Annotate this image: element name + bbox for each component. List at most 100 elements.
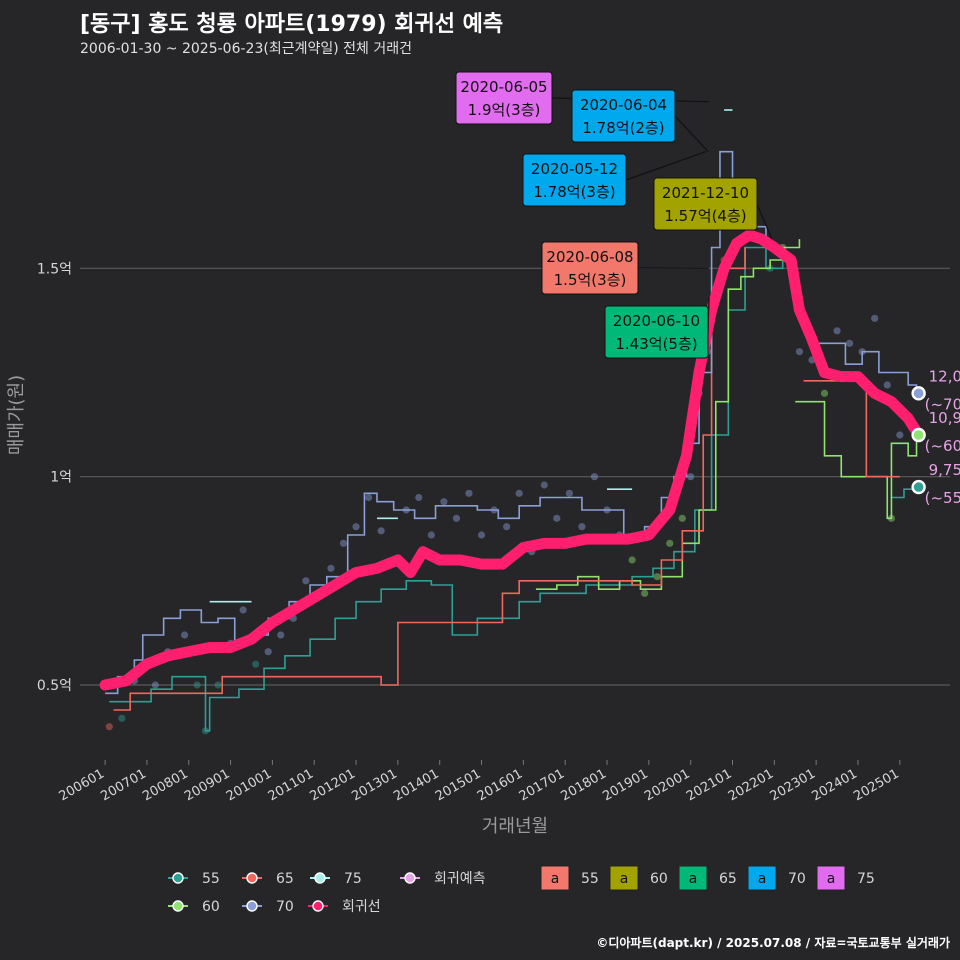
legend: 55 65 75 회귀예측 60 70 회귀선 a 55 a 60 a 65 a 70 a 75 <box>168 865 875 915</box>
legend-label: 65 <box>276 871 294 887</box>
annotation-box <box>455 71 553 125</box>
x-tick-label: 200901 <box>182 766 232 804</box>
end-point-marker <box>911 479 926 495</box>
series-line-60b <box>795 400 918 520</box>
scatter-points <box>105 223 904 735</box>
legend-item-55: 55 <box>168 871 220 887</box>
x-tick-label: 202501 <box>851 766 901 804</box>
scatter-point <box>365 493 373 502</box>
y-tick-label: 0.5억 <box>37 678 72 694</box>
legend-box-70: a 70 <box>747 865 806 891</box>
legend-item-65: 65 <box>242 871 294 887</box>
annotation-price: 1.78억(3층) <box>533 183 615 201</box>
scatter-point <box>503 523 511 531</box>
scatter-point <box>193 681 201 689</box>
y-axis: 0.5억 1억 1.5억 <box>37 261 72 694</box>
scatter-point <box>415 493 423 502</box>
end-area-label: (~60㎡) <box>925 437 960 455</box>
annotation-leader <box>625 151 706 181</box>
x-tick-label: 202401 <box>809 766 859 804</box>
scatter-point <box>440 498 448 506</box>
x-tick-label: 201301 <box>349 766 399 804</box>
scatter-point <box>515 489 523 497</box>
x-tick-label: 202201 <box>726 766 776 804</box>
scatter-point <box>687 473 695 481</box>
end-area-label: (~55㎡) <box>925 489 960 507</box>
annotation-price: 1.5억(3층) <box>554 271 627 289</box>
annotation-date: 2020-06-05 <box>460 78 547 96</box>
annotation-price: 1.9억(3층) <box>468 101 541 119</box>
series-line-65 <box>113 247 746 711</box>
chart-subtitle: 2006-01-30 ~ 2025-06-23(최근계약일) 전체 거래건 <box>80 41 412 57</box>
legend-box-swatch <box>678 865 708 891</box>
legend-box-glyph: a <box>551 871 560 887</box>
scatter-point <box>540 481 548 489</box>
grid-lines <box>80 267 950 686</box>
annotation-box <box>541 241 639 295</box>
legend-box-75: a 75 <box>816 865 875 891</box>
scatter-point <box>553 514 561 522</box>
legend-box-swatch <box>609 865 639 891</box>
scatter-point <box>452 514 461 522</box>
legend-label: 55 <box>202 871 220 887</box>
x-tick-label: 202001 <box>642 766 692 804</box>
x-axis: 2006012007012008012009012010012011012012… <box>57 760 902 804</box>
scatter-point <box>846 339 854 347</box>
annotation-date: 2020-06-10 <box>613 312 700 330</box>
scatter-point <box>277 631 285 639</box>
legend-box-label: 55 <box>581 871 599 887</box>
annotation-date: 2020-05-12 <box>531 160 618 178</box>
x-tick-label: 200701 <box>98 766 148 804</box>
annotation-box <box>571 89 676 143</box>
end-labels: 12,000 (~70㎡)10,983 (~60㎡) 9,750 (~55㎡) <box>911 367 960 507</box>
y-axis-title: 매매가(원) <box>6 375 27 455</box>
annotation-price: 1.78억(2층) <box>582 119 664 137</box>
legend-box-swatch <box>816 865 846 891</box>
legend-key-dot <box>246 872 258 884</box>
scatter-point <box>180 631 189 639</box>
legend-box-glyph: a <box>827 871 836 887</box>
x-tick-label: 201101 <box>266 766 316 804</box>
annotation-date: 2020-06-04 <box>580 96 667 114</box>
scatter-point <box>820 389 829 397</box>
scatter-point <box>339 539 348 547</box>
annotation-date: 2021-12-10 <box>662 184 749 202</box>
chart-title: [동구] 홍도 청룡 아파트(1979) 회귀선 예측 <box>80 12 504 37</box>
y-tick-label: 1.5억 <box>37 261 72 277</box>
scatter-point <box>105 723 113 731</box>
end-area-label: (~70㎡) <box>925 395 960 413</box>
legend-label: 회귀예측 <box>434 871 486 887</box>
legend-key-dot <box>172 872 184 884</box>
legend-item-75: 75 <box>310 871 362 887</box>
annotation-box <box>522 153 627 207</box>
legend-label: 60 <box>202 899 220 915</box>
end-point-marker <box>911 427 926 443</box>
legend-box-glyph: a <box>758 871 767 887</box>
regression-line-path <box>99 229 925 691</box>
legend-box-glyph: a <box>689 871 698 887</box>
x-tick-label: 201701 <box>517 766 567 804</box>
x-tick-label: 201501 <box>433 766 483 804</box>
scatter-point <box>118 714 126 722</box>
x-tick-label: 200601 <box>57 766 107 804</box>
x-tick-label: 201201 <box>308 766 358 804</box>
x-tick-label: 201001 <box>224 766 274 804</box>
x-tick-label: 201401 <box>391 766 441 804</box>
scatter-point <box>883 381 891 389</box>
series-line-70 <box>105 150 767 695</box>
scatter-point <box>678 514 686 522</box>
legend-box-65: a 65 <box>678 865 737 891</box>
legend-label: 75 <box>344 871 362 887</box>
legend-box-swatch <box>540 865 570 891</box>
end-value-label: 12,000 <box>929 367 960 385</box>
legend-box-glyph: a <box>620 871 629 887</box>
legend-box-55: a 55 <box>540 865 599 891</box>
legend-box-label: 60 <box>650 871 668 887</box>
scatter-point <box>477 531 486 539</box>
legend-box-swatch <box>747 865 777 891</box>
scatter-point <box>252 660 260 668</box>
scatter-point <box>590 473 599 481</box>
scatter-point <box>327 564 335 572</box>
annotation-price: 1.57억(4층) <box>664 207 746 225</box>
